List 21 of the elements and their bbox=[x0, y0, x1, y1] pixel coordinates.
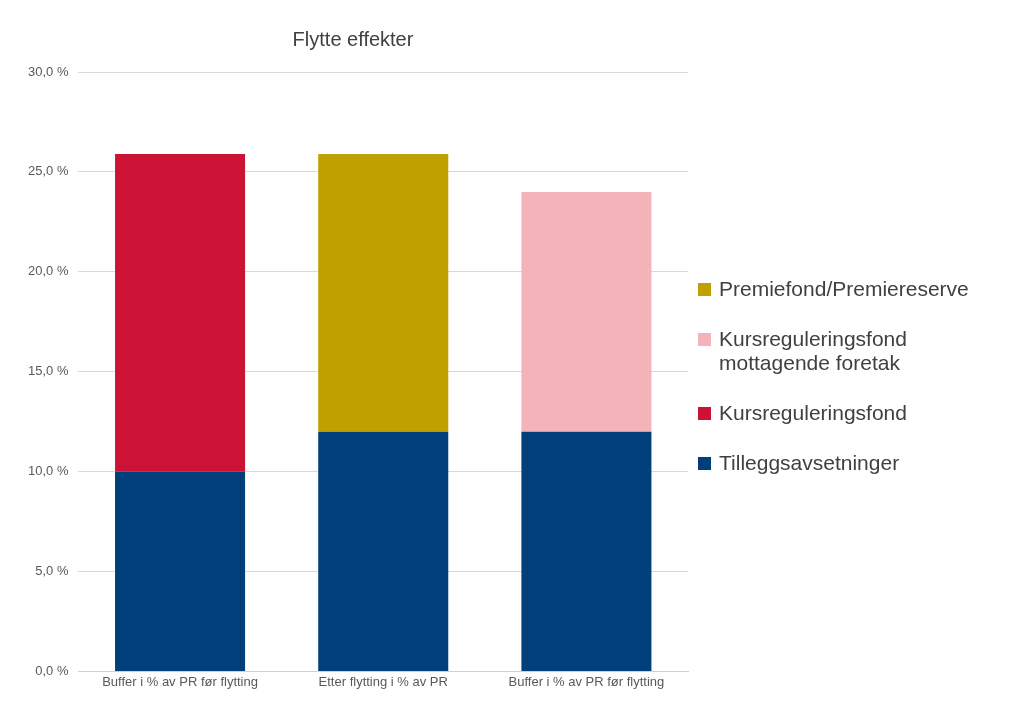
y-tick-label: 15,0 % bbox=[27, 363, 69, 379]
y-tick-label: 25,0 % bbox=[27, 163, 69, 179]
chart-title: Flytte effekter bbox=[292, 27, 414, 50]
bar bbox=[521, 431, 652, 671]
bar bbox=[318, 153, 449, 432]
y-tick-label: 10,0 % bbox=[27, 463, 69, 479]
bar bbox=[115, 153, 246, 472]
legend-label: Premiefond/Premiereserve bbox=[719, 276, 970, 301]
x-tick-label: Buffer i % av PR før flytting bbox=[102, 673, 258, 689]
bar bbox=[521, 191, 652, 432]
x-tick-label: Buffer i % av PR før flytting bbox=[508, 673, 665, 689]
y-tick-label: 0,0 % bbox=[35, 662, 69, 678]
x-tick-label: Etter flytting i % av PR bbox=[318, 673, 448, 689]
y-tick-label: 20,0 % bbox=[27, 263, 69, 279]
y-tick-label: 30,0 % bbox=[27, 63, 69, 79]
bar bbox=[318, 431, 449, 671]
bar bbox=[115, 471, 246, 671]
legend-label: Tilleggsavsetninger bbox=[719, 450, 901, 475]
legend-label: Kursreguleringsfond mottagende foretak bbox=[719, 326, 908, 375]
y-tick-label: 5,0 % bbox=[35, 563, 69, 579]
legend-label: Kursreguleringsfond bbox=[719, 400, 908, 425]
